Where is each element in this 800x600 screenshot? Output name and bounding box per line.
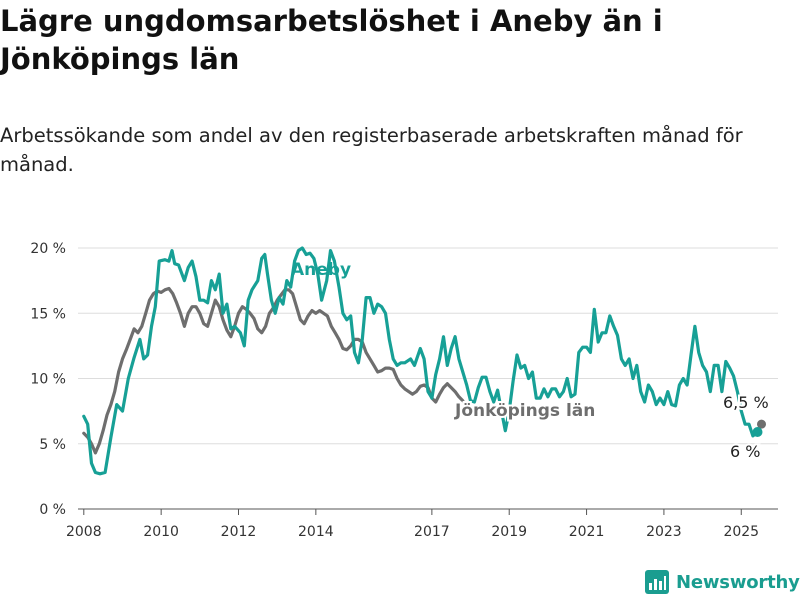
y-tick-label: 0 % [39, 502, 66, 518]
newsworthy-logo-icon [645, 570, 669, 594]
x-tick-label: 2023 [646, 524, 682, 540]
series-label-aneby: Aneby [291, 260, 351, 280]
y-tick-label: 15 % [30, 306, 66, 322]
end-point-aneby [752, 427, 763, 438]
chart-title: Lägre ungdomsarbetslöshet i Aneby än i J… [0, 4, 663, 76]
y-tick-label: 20 % [30, 241, 66, 257]
x-tick-label: 2008 [66, 524, 102, 540]
x-tick-label: 2021 [569, 524, 605, 540]
y-tick-label: 5 % [39, 437, 66, 453]
x-tick-label: 2014 [298, 524, 334, 540]
series-label-lan: Jönköpings län [454, 401, 595, 421]
x-tick-label: 2019 [491, 524, 527, 540]
end-label-lan: 6,5 % [723, 393, 769, 412]
x-tick-label: 2012 [221, 524, 257, 540]
end-label-aneby: 6 % [730, 442, 760, 461]
x-tick-label: 2017 [414, 524, 450, 540]
x-tick-label: 2010 [143, 524, 179, 540]
y-tick-label: 10 % [30, 372, 66, 388]
newsworthy-logo-text: Newsworthy [676, 571, 800, 593]
end-point-lan [757, 419, 767, 429]
series-line-aneby [82, 246, 760, 476]
chart-subtitle: Arbetssökande som andel av den registerb… [0, 124, 743, 176]
x-tick-label: 2025 [723, 524, 759, 540]
newsworthy-logo: Newsworthy [644, 569, 800, 595]
